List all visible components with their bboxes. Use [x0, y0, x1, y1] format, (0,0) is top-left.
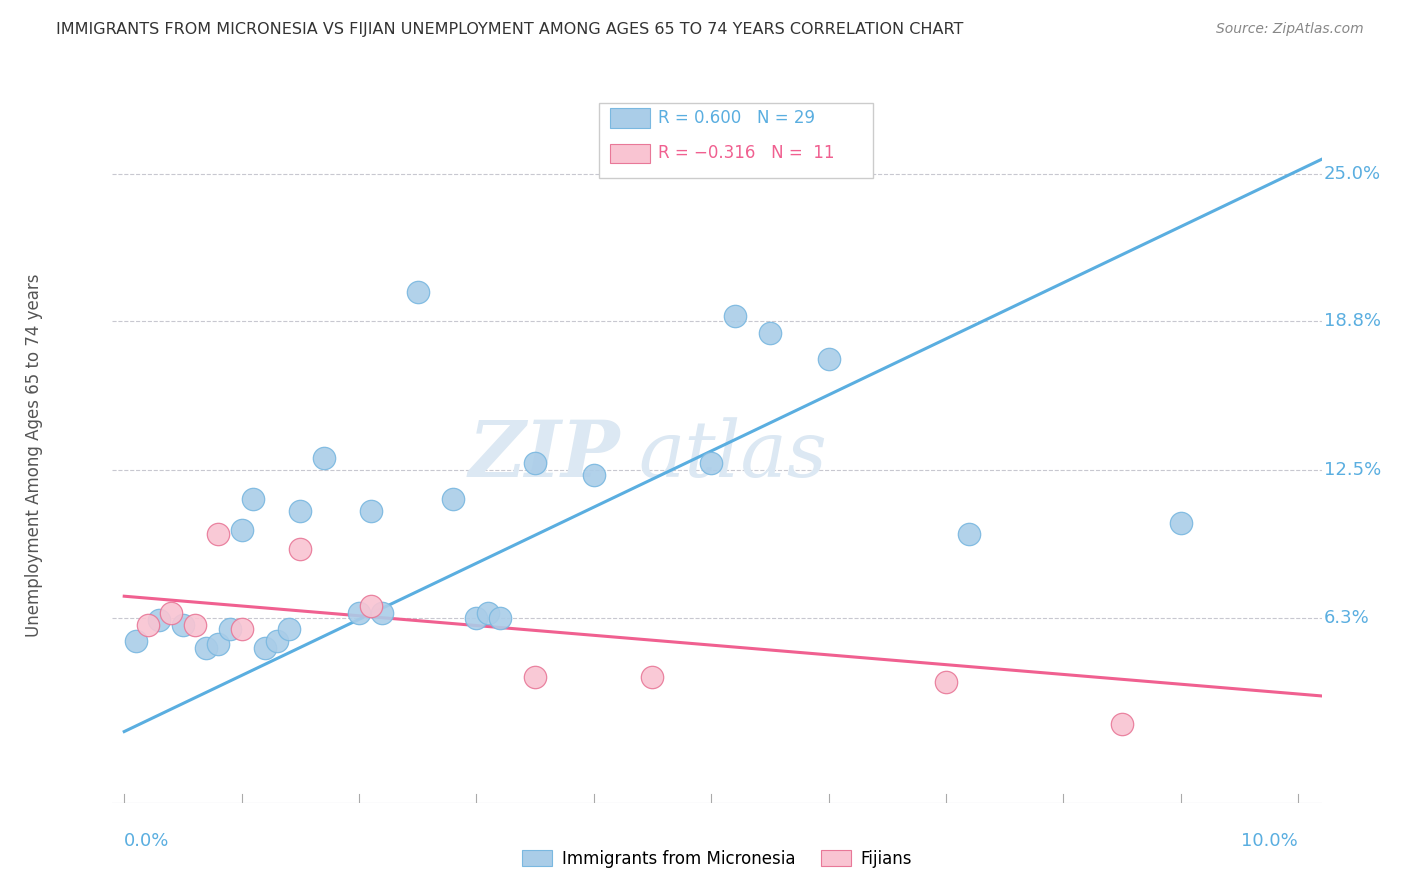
Point: [524, 670, 547, 684]
Point: [959, 527, 981, 541]
Point: [360, 599, 382, 613]
Point: [817, 351, 839, 366]
Point: [125, 634, 148, 648]
Point: [290, 504, 312, 518]
Point: [489, 610, 512, 624]
Point: [254, 641, 277, 656]
Text: IMMIGRANTS FROM MICRONESIA VS FIJIAN UNEMPLOYMENT AMONG AGES 65 TO 74 YEARS CORR: IMMIGRANTS FROM MICRONESIA VS FIJIAN UNE…: [56, 22, 963, 37]
Point: [207, 637, 229, 651]
Point: [136, 617, 159, 632]
Point: [290, 541, 312, 556]
Point: [524, 456, 547, 470]
Text: R = 0.600   N = 29: R = 0.600 N = 29: [658, 109, 815, 127]
Text: 25.0%: 25.0%: [1324, 164, 1381, 183]
Point: [183, 617, 205, 632]
Point: [759, 326, 782, 340]
Point: [347, 606, 370, 620]
Point: [195, 641, 218, 656]
Point: [582, 468, 605, 483]
Point: [724, 309, 747, 323]
Text: ZIP: ZIP: [468, 417, 620, 493]
Point: [277, 623, 299, 637]
Point: [266, 634, 288, 648]
Point: [441, 491, 464, 506]
Text: 0.0%: 0.0%: [124, 832, 170, 850]
Point: [218, 623, 240, 637]
Text: Source: ZipAtlas.com: Source: ZipAtlas.com: [1216, 22, 1364, 37]
Point: [371, 606, 394, 620]
Point: [207, 527, 229, 541]
Text: 6.3%: 6.3%: [1324, 608, 1369, 626]
Point: [231, 523, 253, 537]
Point: [1170, 516, 1192, 530]
Point: [160, 606, 183, 620]
Point: [231, 623, 253, 637]
Point: [641, 670, 664, 684]
Point: [360, 504, 382, 518]
Text: R = −0.316   N =  11: R = −0.316 N = 11: [658, 145, 835, 162]
Text: 12.5%: 12.5%: [1324, 461, 1381, 479]
Point: [148, 613, 170, 627]
Point: [172, 617, 194, 632]
Text: atlas: atlas: [638, 417, 827, 493]
Text: Unemployment Among Ages 65 to 74 years: Unemployment Among Ages 65 to 74 years: [25, 273, 44, 637]
Point: [477, 606, 499, 620]
Point: [242, 491, 264, 506]
Point: [312, 451, 335, 466]
Point: [465, 610, 488, 624]
Legend: Immigrants from Micronesia, Fijians: Immigrants from Micronesia, Fijians: [516, 843, 918, 874]
Point: [406, 285, 429, 300]
Point: [1111, 717, 1133, 731]
Text: 18.8%: 18.8%: [1324, 312, 1381, 330]
Text: 10.0%: 10.0%: [1241, 832, 1298, 850]
Point: [935, 674, 957, 689]
Point: [700, 456, 723, 470]
